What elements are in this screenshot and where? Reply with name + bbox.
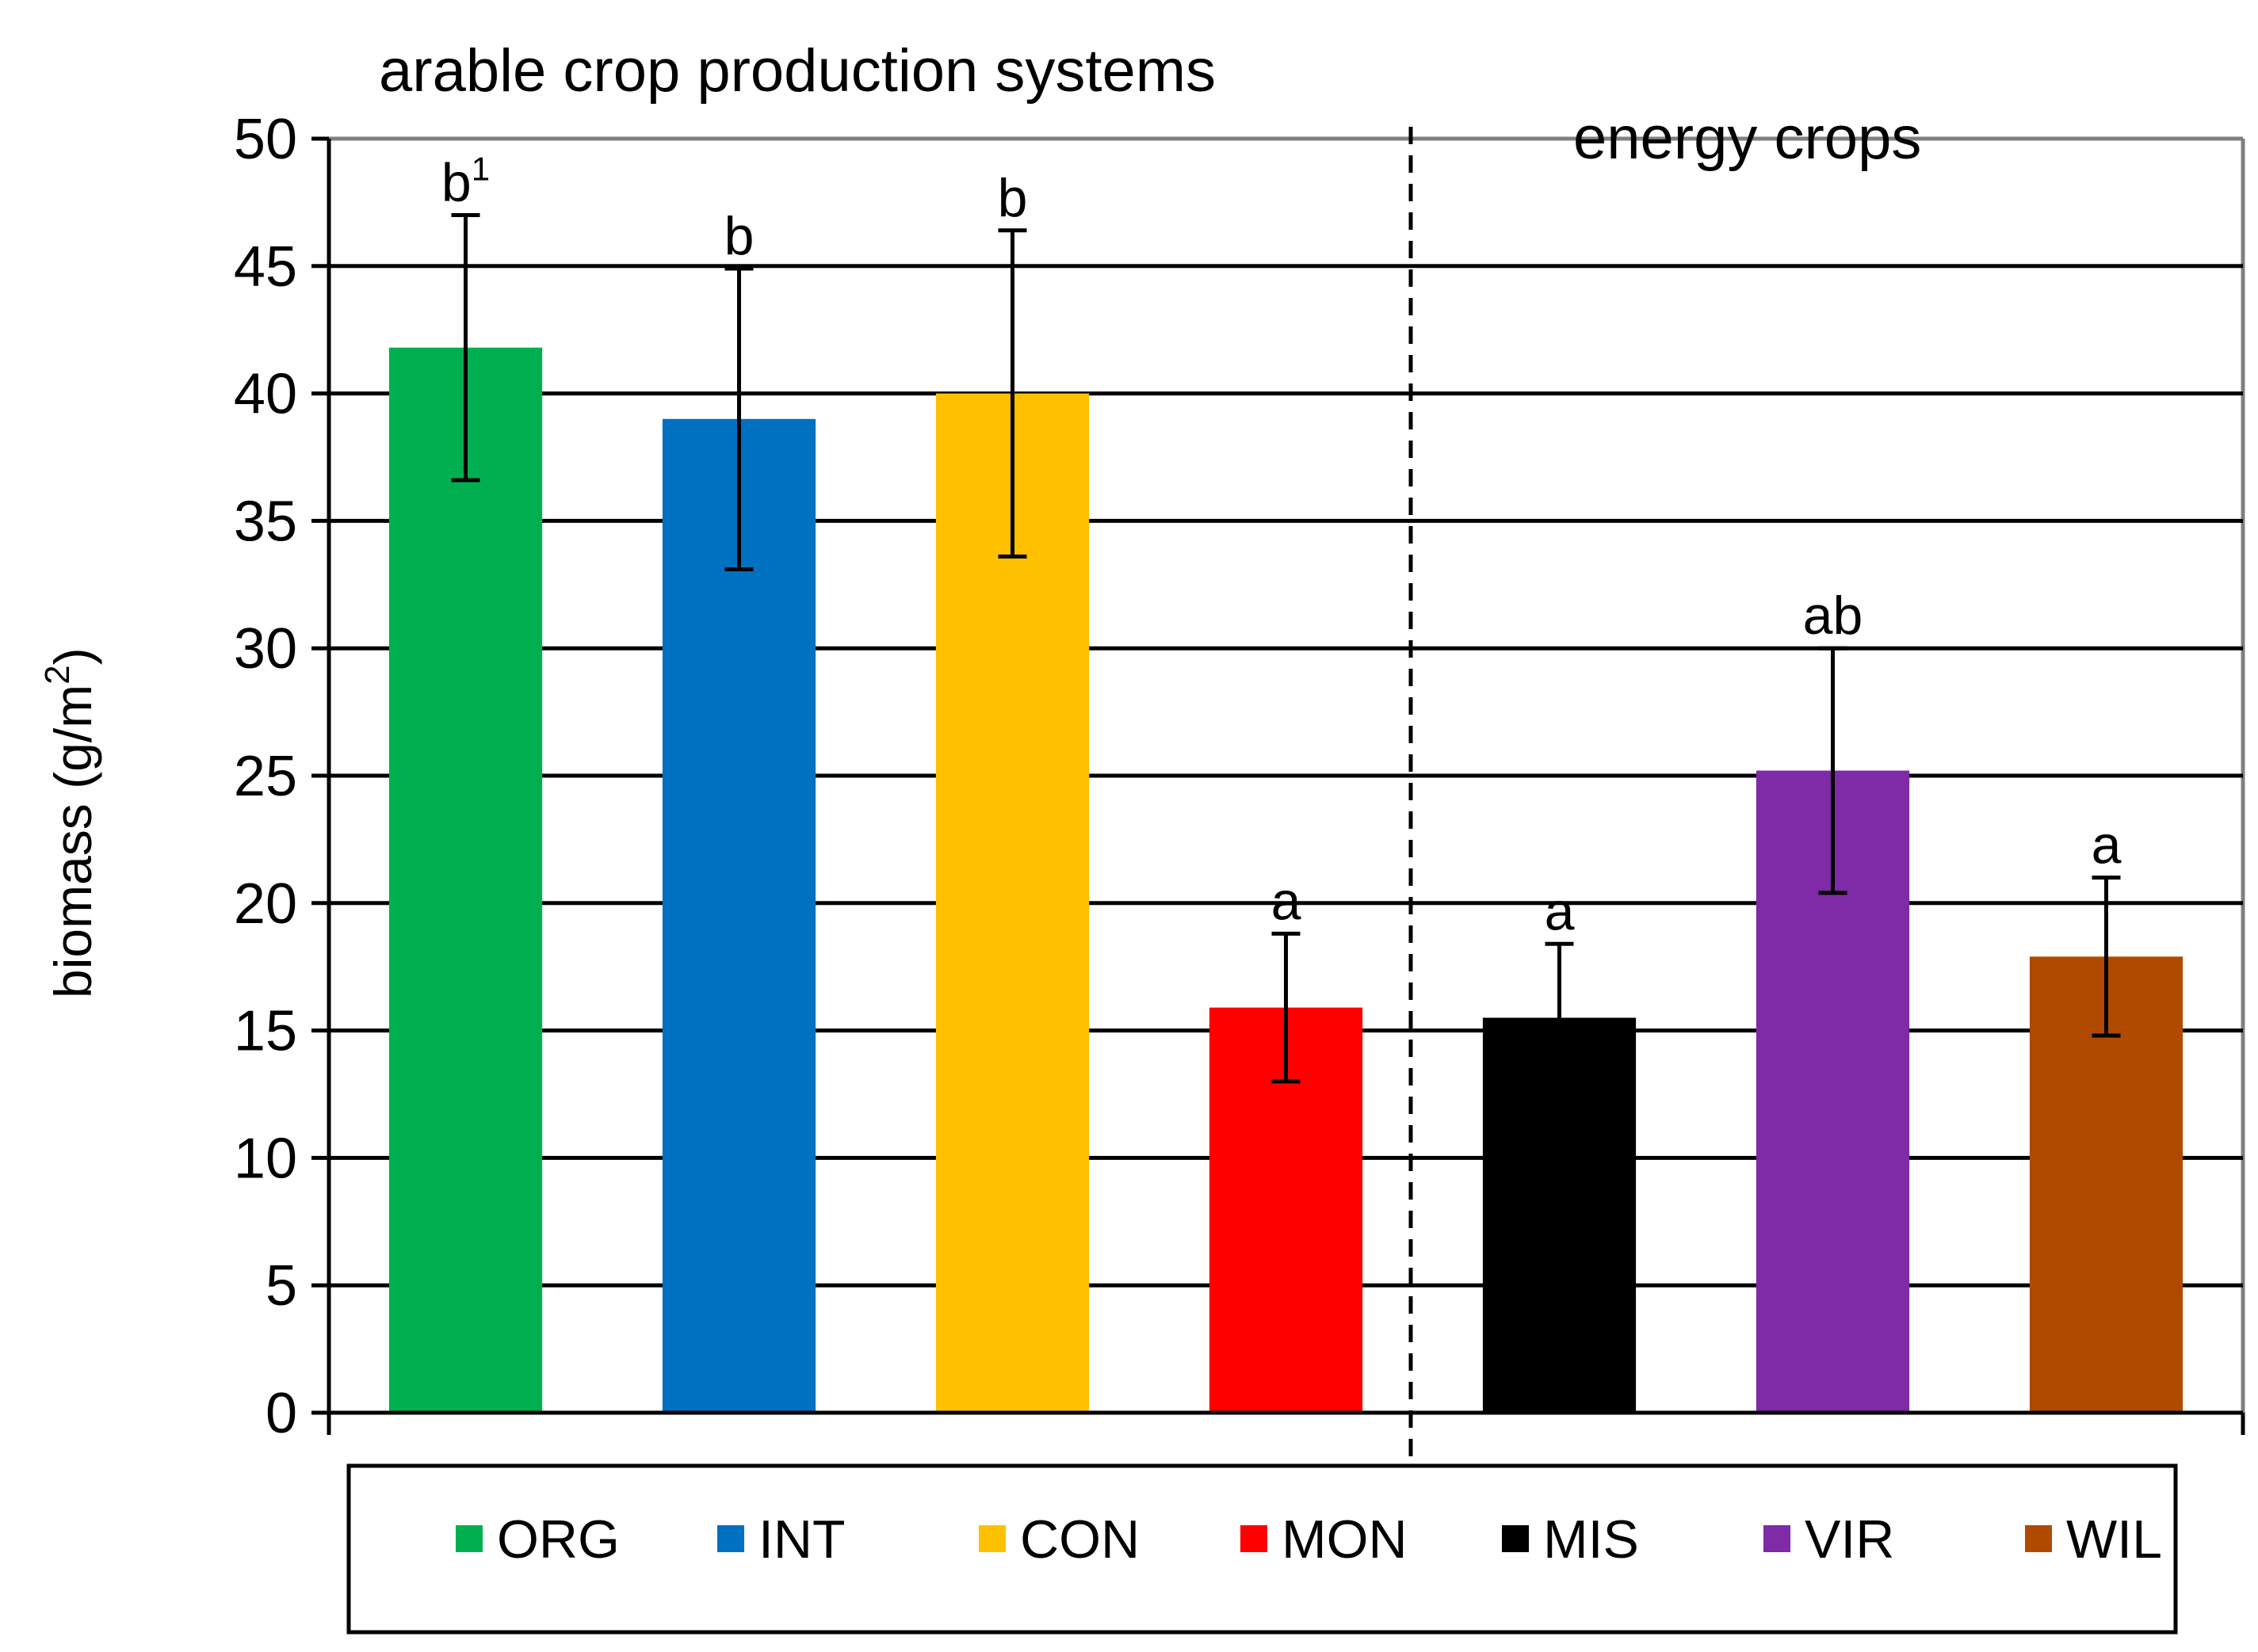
y-axis-title-close: ) xyxy=(44,647,102,665)
labels: b1 b b a a ab a xyxy=(441,150,2122,941)
significance-label-mon: a xyxy=(1271,871,1301,931)
section-label-arable: arable crop production systems xyxy=(379,37,1216,105)
y-tick-label: 15 xyxy=(234,1000,297,1063)
legend-swatch-mon xyxy=(1240,1525,1267,1552)
bar-org xyxy=(388,347,543,1413)
legend: ORG INT CON MON MIS VIR WIL xyxy=(456,1509,2162,1570)
y-axis-title: biomass (g/m2) xyxy=(38,647,102,998)
bar-con xyxy=(935,393,1090,1414)
legend-label-wil: WIL xyxy=(2066,1509,2162,1570)
legend-label-con: CON xyxy=(1020,1509,1140,1570)
y-tick-label: 40 xyxy=(234,363,297,426)
footnote-superscript: 1 xyxy=(472,150,490,187)
legend-swatch-con xyxy=(979,1525,1006,1552)
y-tick-label: 0 xyxy=(266,1382,297,1445)
y-tick-label: 45 xyxy=(234,235,297,299)
significance-label-con: b xyxy=(998,168,1028,228)
legend-swatch-mis xyxy=(1502,1525,1529,1552)
legend-swatch-int xyxy=(717,1525,744,1552)
significance-label-vir: ab xyxy=(1803,586,1863,646)
legend-swatch-vir xyxy=(1763,1525,1790,1552)
y-axis-title-main: biomass (g/m xyxy=(44,685,102,998)
legend-label-vir: VIR xyxy=(1805,1509,1894,1570)
legend-swatch-wil xyxy=(2025,1525,2052,1552)
bars xyxy=(388,212,2183,1414)
y-tick-label: 50 xyxy=(234,108,297,171)
significance-label-mis: a xyxy=(1545,881,1575,941)
axes: 0 5 10 15 20 25 30 35 40 45 50 xyxy=(234,108,2245,1445)
y-tick-label: 30 xyxy=(234,617,297,681)
y-tick-label: 5 xyxy=(266,1254,297,1318)
legend-label-org: ORG xyxy=(497,1509,620,1570)
y-tick-label: 25 xyxy=(234,745,297,808)
bar-int xyxy=(662,418,816,1413)
significance-label-int: b xyxy=(724,206,755,266)
significance-label-wil: a xyxy=(2092,815,2122,876)
legend-swatch-org xyxy=(456,1525,483,1552)
legend-label-mis: MIS xyxy=(1543,1509,1639,1570)
legend-label-int: INT xyxy=(758,1509,846,1570)
section-label-energy: energy crops xyxy=(1573,105,1921,172)
significance-label-org: b1 xyxy=(441,150,490,212)
y-axis-title-superscript: 2 xyxy=(38,665,77,684)
y-tick-label: 20 xyxy=(234,872,297,936)
y-tick-label: 35 xyxy=(234,490,297,553)
legend-label-mon: MON xyxy=(1282,1509,1408,1570)
y-tick-label: 10 xyxy=(234,1127,297,1190)
